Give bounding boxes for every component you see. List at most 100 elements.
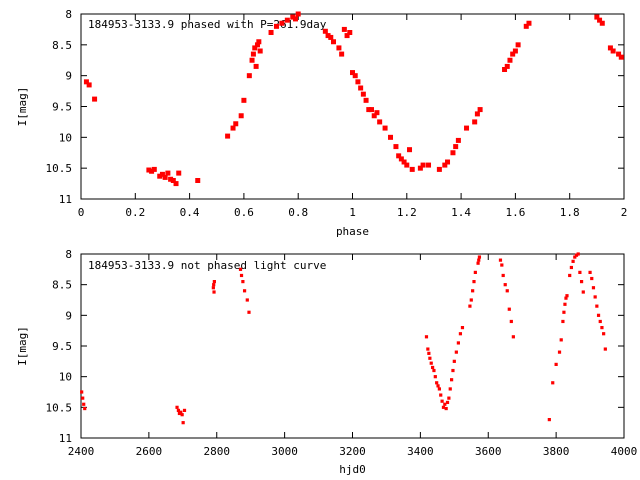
x-axis-label: hjd0 bbox=[339, 463, 366, 476]
data-point bbox=[574, 253, 579, 257]
data-point bbox=[398, 156, 404, 162]
y-tick-label: 11 bbox=[59, 193, 72, 206]
data-point bbox=[581, 290, 585, 294]
data-point bbox=[449, 378, 454, 382]
data-point bbox=[501, 273, 505, 278]
data-point bbox=[371, 113, 377, 119]
data-point bbox=[468, 304, 472, 308]
data-point bbox=[432, 368, 436, 373]
data-point bbox=[573, 255, 577, 259]
x-tick-label: 2800 bbox=[204, 445, 231, 458]
data-point bbox=[578, 270, 582, 274]
data-point bbox=[502, 67, 508, 72]
data-point bbox=[393, 144, 399, 150]
data-point bbox=[498, 258, 503, 262]
y-tick-label: 8 bbox=[65, 8, 72, 21]
data-point bbox=[559, 338, 563, 342]
data-point bbox=[437, 387, 441, 391]
data-point bbox=[146, 167, 152, 173]
x-tick-label: 2 bbox=[621, 206, 628, 219]
y-tick-label: 9 bbox=[65, 309, 72, 322]
data-point bbox=[92, 96, 98, 102]
data-point bbox=[428, 356, 432, 360]
data-point bbox=[562, 310, 566, 314]
data-point bbox=[509, 319, 513, 324]
data-point bbox=[474, 111, 480, 117]
y-tick-label: 8 bbox=[65, 248, 72, 261]
data-point bbox=[363, 97, 369, 103]
data-point bbox=[339, 51, 345, 57]
data-point bbox=[86, 82, 92, 88]
x-tick-label: 1 bbox=[349, 206, 356, 219]
data-point bbox=[563, 302, 567, 306]
data-point bbox=[225, 133, 231, 139]
data-point bbox=[439, 393, 443, 397]
data-point bbox=[245, 298, 249, 302]
data-point bbox=[590, 276, 594, 281]
x-tick-label: 3000 bbox=[271, 445, 298, 458]
data-point bbox=[279, 20, 285, 26]
data-point bbox=[473, 270, 477, 274]
data-point bbox=[456, 341, 460, 345]
data-point bbox=[507, 307, 511, 311]
data-point bbox=[512, 48, 518, 54]
data-point bbox=[330, 39, 336, 45]
data-point bbox=[511, 335, 515, 339]
data-point bbox=[426, 162, 432, 168]
data-point bbox=[565, 294, 569, 298]
data-point bbox=[175, 405, 179, 409]
data-point bbox=[322, 28, 328, 34]
plot-title: 184953-3133.9 phased with P=261.9day bbox=[88, 18, 327, 31]
x-tick-label: 3600 bbox=[475, 445, 502, 458]
data-point bbox=[350, 70, 355, 76]
data-point bbox=[477, 107, 483, 113]
data-point bbox=[212, 280, 216, 284]
data-point bbox=[455, 137, 461, 143]
data-point bbox=[83, 406, 87, 411]
data-point bbox=[246, 73, 252, 79]
data-point bbox=[458, 332, 463, 336]
y-tick-label: 10.5 bbox=[46, 162, 73, 175]
data-point bbox=[607, 45, 613, 51]
data-point bbox=[569, 265, 573, 270]
data-point bbox=[173, 181, 179, 187]
y-tick-label: 10.5 bbox=[46, 401, 73, 414]
data-point bbox=[249, 57, 255, 63]
data-point bbox=[238, 113, 244, 119]
data-point bbox=[596, 313, 601, 317]
data-point bbox=[576, 252, 580, 256]
data-point bbox=[452, 359, 456, 363]
data-point bbox=[435, 381, 439, 385]
data-point bbox=[382, 125, 388, 131]
data-point bbox=[618, 54, 624, 60]
data-point bbox=[504, 63, 510, 69]
data-point bbox=[599, 20, 605, 26]
data-point bbox=[230, 125, 236, 131]
data-point bbox=[170, 178, 176, 183]
data-point bbox=[441, 405, 446, 409]
data-point bbox=[256, 39, 262, 45]
data-point bbox=[515, 42, 521, 48]
plot-frame bbox=[80, 13, 625, 200]
data-point bbox=[443, 402, 447, 406]
data-point bbox=[471, 289, 475, 293]
data-point bbox=[347, 30, 353, 35]
data-point bbox=[610, 48, 616, 54]
data-point bbox=[598, 319, 602, 324]
data-point bbox=[328, 34, 334, 40]
data-point bbox=[593, 295, 597, 299]
y-tick-label: 8.5 bbox=[52, 39, 72, 52]
data-point bbox=[433, 375, 437, 379]
data-point bbox=[241, 280, 245, 284]
data-point bbox=[396, 153, 402, 159]
data-point bbox=[594, 14, 600, 20]
data-point bbox=[445, 400, 450, 405]
data-point bbox=[448, 387, 452, 391]
data-point bbox=[179, 410, 183, 414]
data-point bbox=[424, 335, 429, 339]
data-point bbox=[507, 57, 513, 63]
data-point bbox=[472, 119, 478, 125]
data-point bbox=[388, 134, 394, 140]
data-point bbox=[360, 91, 366, 97]
